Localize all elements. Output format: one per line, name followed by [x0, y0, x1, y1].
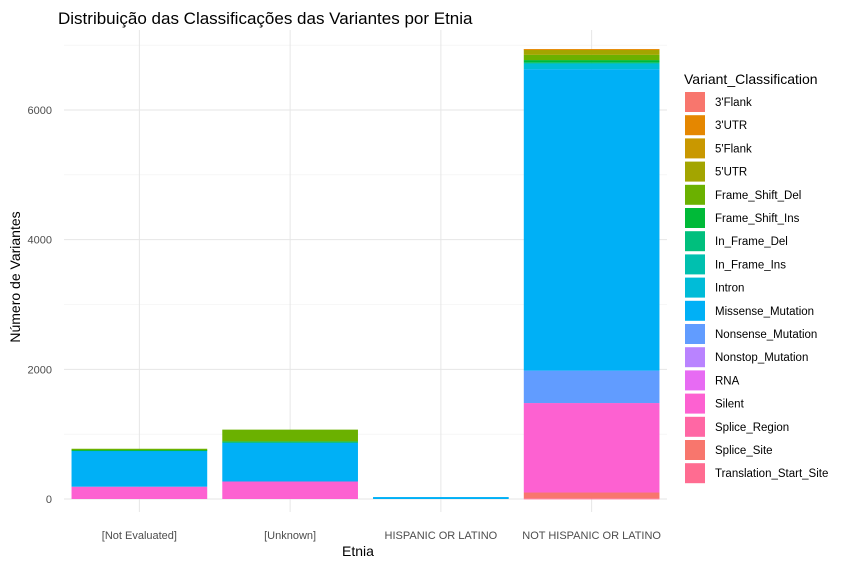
legend-swatch [685, 161, 705, 182]
bar-segment [222, 429, 358, 442]
legend-label: Splice_Region [715, 422, 789, 434]
legend-label: 3'UTR [715, 120, 747, 132]
legend-label: In_Frame_Del [715, 236, 788, 248]
bar-segment [523, 498, 660, 500]
bar-segment [523, 49, 660, 55]
legend-label: Nonstop_Mutation [715, 352, 808, 364]
legend-label: RNA [715, 375, 740, 387]
bar-segment [523, 492, 660, 499]
legend-swatch [685, 440, 705, 460]
legend-swatch [685, 254, 705, 275]
legend-swatch [685, 208, 705, 228]
legend-swatch [685, 92, 705, 112]
legend-label: Silent [715, 399, 745, 411]
legend-title: Variant_Classification [684, 71, 818, 87]
x-tick-label: HISPANIC OR LATINO [385, 530, 498, 542]
legend-swatch [685, 463, 705, 484]
bar-segment [71, 448, 208, 451]
bar-segment [523, 69, 660, 371]
y-tick-label: 6000 [28, 105, 52, 117]
x-tick-label: NOT HISPANIC OR LATINO [522, 530, 661, 542]
chart-title: Distribuição das Classificações das Vari… [58, 9, 473, 28]
bar-segment [523, 49, 660, 51]
y-axis-label: Número de Variantes [7, 211, 23, 342]
bar-segment [373, 497, 509, 499]
legend-swatch [685, 347, 705, 368]
legend-items: 3'Flank 3'UTR 5'Flank 5'UTR Frame_Shift_Del F… [685, 92, 828, 484]
legend-label: 3'Flank [715, 97, 752, 109]
bar-segment [523, 60, 660, 63]
bar-segment [71, 450, 208, 487]
legend-label: Nonsense_Mutation [715, 329, 817, 341]
y-tick-label: 2000 [28, 364, 52, 376]
bar-segment [523, 62, 660, 64]
bar-segment [222, 481, 358, 499]
y-tick-label: 0 [46, 494, 52, 506]
x-axis-ticks: [Not Evaluated] [Unknown] HISPANIC OR LATI… [102, 530, 662, 542]
legend-label: 5'Flank [715, 143, 752, 155]
legend-swatch [685, 324, 705, 344]
y-axis-ticks: 0 2000 4000 6000 [28, 105, 52, 506]
legend-swatch [685, 300, 705, 321]
legend: Variant_Classification 3'Flank 3'UTR 5'Fla… [684, 71, 828, 484]
legend-swatch [685, 277, 705, 298]
legend-swatch [685, 138, 705, 159]
bar-segment [523, 63, 660, 70]
legend-label: Intron [715, 283, 744, 295]
legend-swatch [685, 393, 705, 414]
legend-label: Frame_Shift_Ins [715, 213, 800, 225]
legend-label: Frame_Shift_Del [715, 190, 801, 202]
x-axis-label: Etnia [342, 543, 374, 559]
x-tick-label: [Unknown] [264, 530, 316, 542]
bar-segment [523, 370, 660, 404]
bar-segment [222, 441, 358, 443]
legend-swatch [685, 231, 705, 252]
legend-label: 5'UTR [715, 167, 747, 179]
bar-segment [71, 486, 208, 499]
legend-swatch [685, 115, 705, 136]
legend-label: Splice_Site [715, 445, 773, 457]
y-tick-label: 4000 [28, 235, 52, 247]
x-tick-label: [Not Evaluated] [102, 530, 177, 542]
bar-segment [71, 450, 208, 452]
bar-segment [523, 54, 660, 61]
legend-label: Missense_Mutation [715, 306, 814, 318]
bar-segment [222, 442, 358, 482]
legend-swatch [685, 184, 705, 205]
legend-label: In_Frame_Ins [715, 259, 786, 271]
bars [71, 49, 660, 500]
legend-swatch [685, 370, 705, 391]
legend-label: Translation_Start_Site [715, 468, 828, 480]
bar-segment [523, 403, 660, 493]
legend-swatch [685, 416, 705, 437]
